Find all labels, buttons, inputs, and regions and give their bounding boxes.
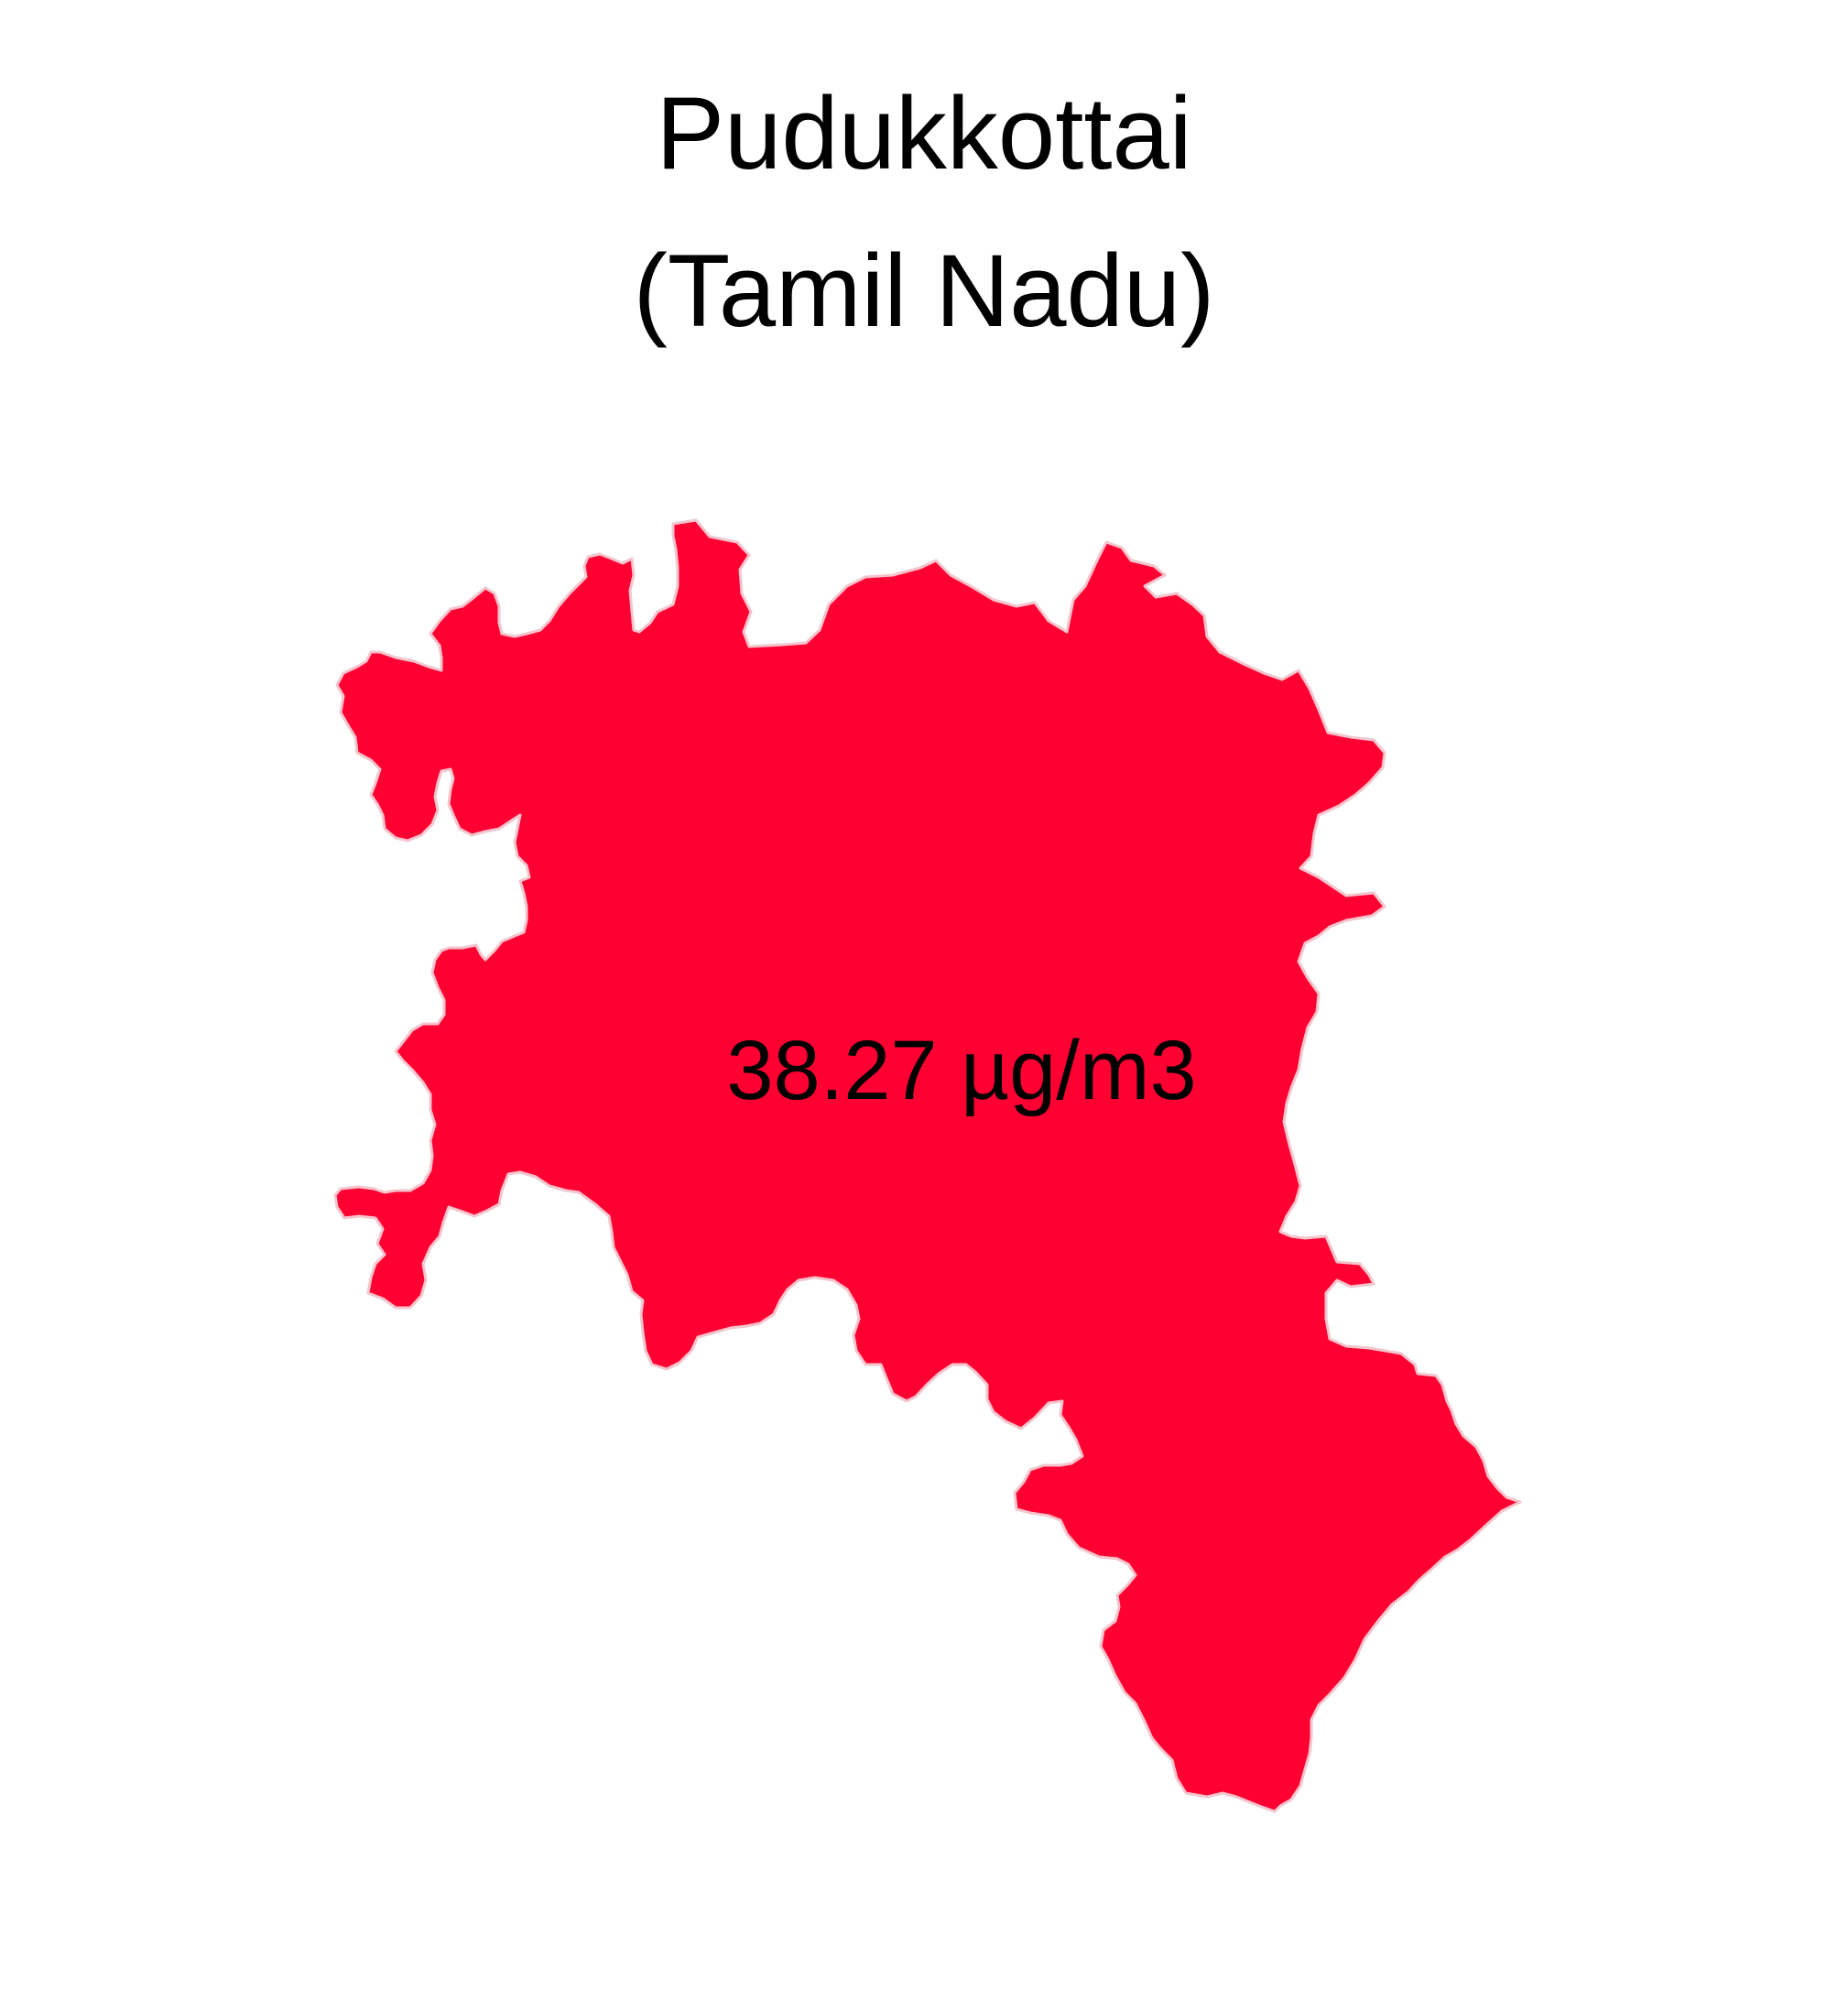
map-title: Pudukkottai (Tamil Nadu) <box>0 55 1848 370</box>
pm25-value-label: 38.27 µg/m3 <box>726 1024 1196 1117</box>
district-region-shape <box>333 518 1522 1813</box>
map-title-state: (Tamil Nadu) <box>633 234 1215 348</box>
map-title-district: Pudukkottai <box>656 76 1192 190</box>
